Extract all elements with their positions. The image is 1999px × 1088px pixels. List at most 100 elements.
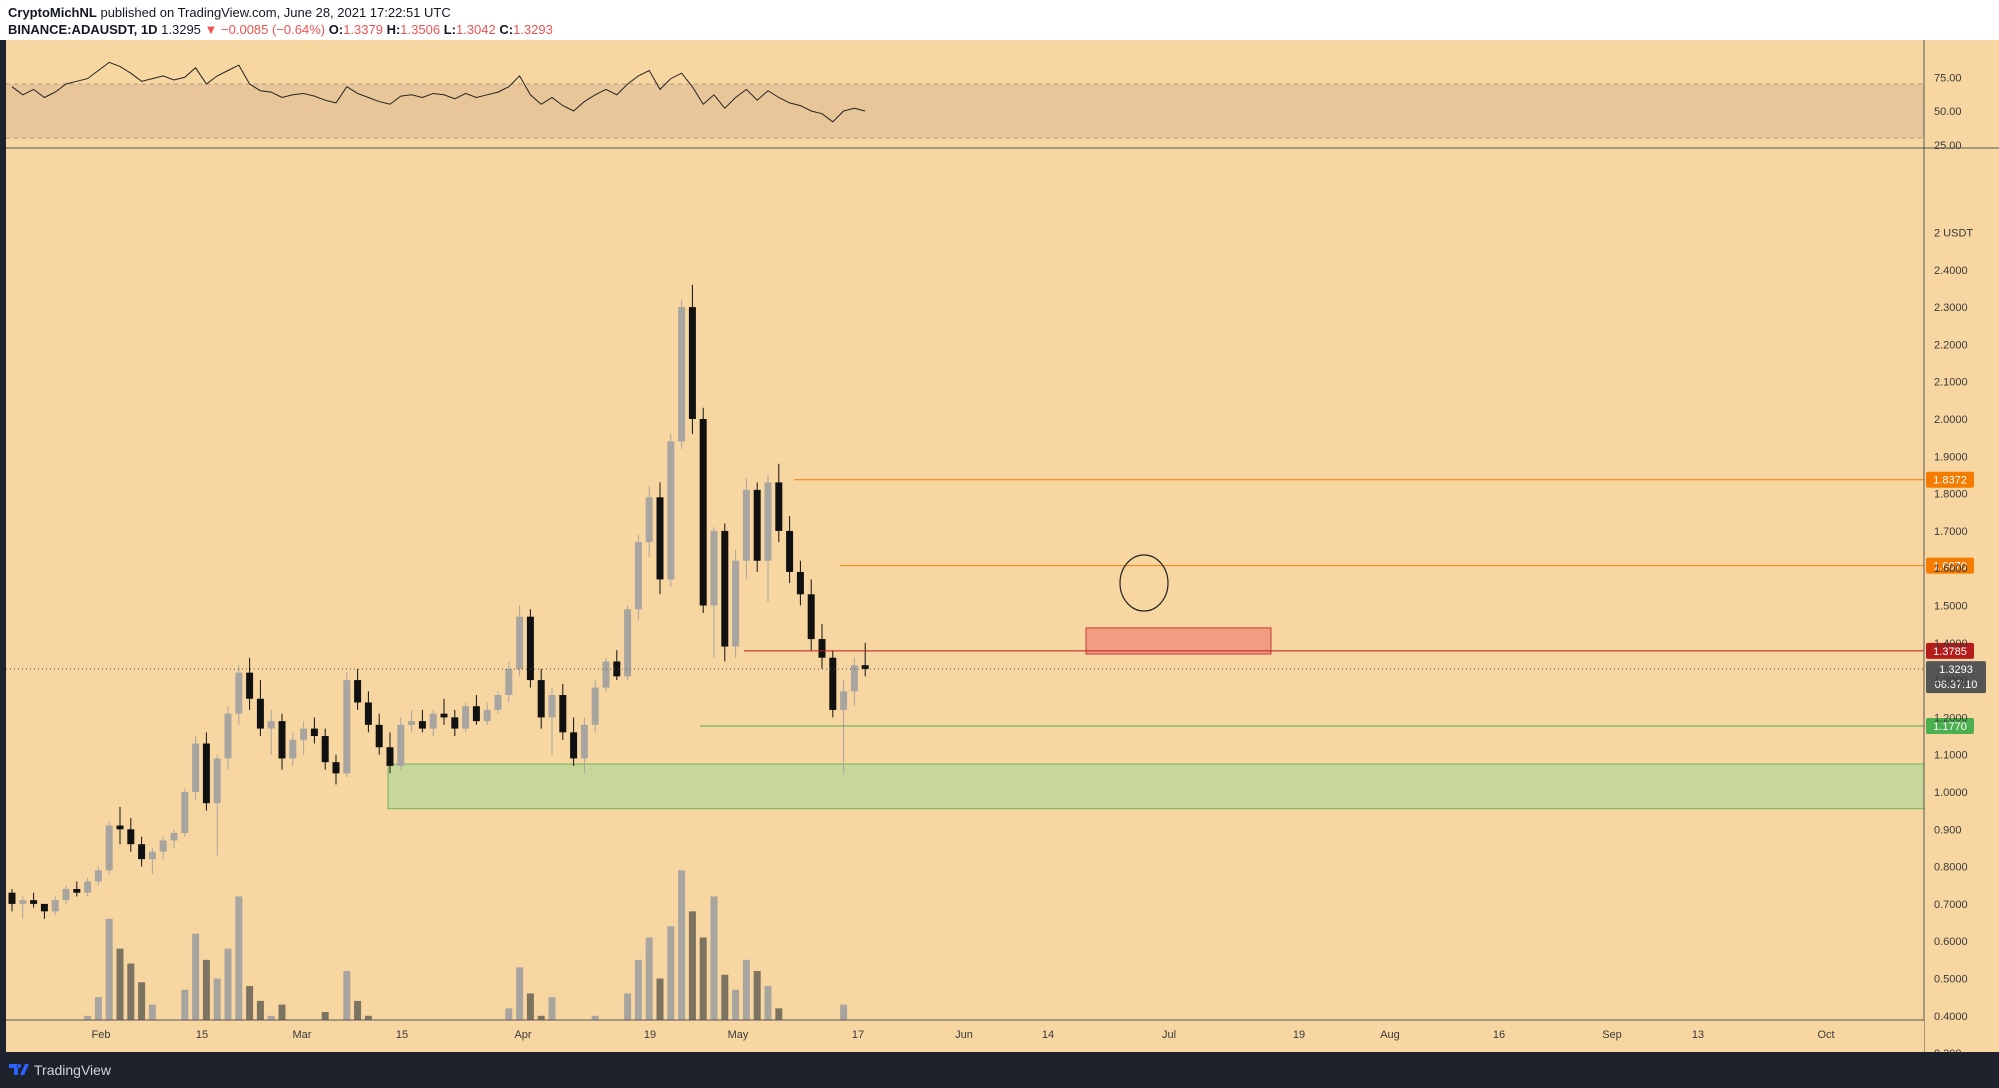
volume-bar xyxy=(710,896,718,1020)
current-price-label: 1.3293 xyxy=(1939,664,1973,676)
brand-name[interactable]: TradingView xyxy=(34,1062,112,1078)
candle-body xyxy=(84,881,92,893)
author-name[interactable]: CryptoMichNL xyxy=(8,5,97,20)
candle-body xyxy=(224,713,232,759)
volume-bar xyxy=(84,1015,92,1020)
down-arrow-icon: ▼ xyxy=(204,22,218,37)
candle-body xyxy=(127,829,135,845)
volume-bar xyxy=(537,1015,545,1020)
current-price-box xyxy=(1926,661,1986,694)
volume-bar xyxy=(678,870,686,1020)
candle-body xyxy=(440,713,448,718)
candle-body xyxy=(796,571,804,595)
candle-body xyxy=(667,441,675,580)
candle-body xyxy=(267,721,275,729)
candle-body xyxy=(678,307,686,442)
candle-body xyxy=(624,609,632,677)
candle-body xyxy=(51,900,59,912)
candle-body xyxy=(40,903,48,912)
zones-layer xyxy=(387,627,1925,810)
candle-body xyxy=(148,851,156,860)
candle-body xyxy=(170,833,178,841)
price-tick-label: 1.8000 xyxy=(1934,489,1968,501)
candle-body xyxy=(548,695,556,718)
volume-bar xyxy=(364,1015,372,1020)
candle-body xyxy=(505,668,513,696)
volume-bar xyxy=(94,997,102,1020)
level-label: 1.3785 xyxy=(1933,646,1967,658)
volume-bar xyxy=(246,985,254,1020)
level-label-box xyxy=(1926,471,1974,488)
time-tick-label: Jun xyxy=(955,1029,973,1041)
candle-body xyxy=(8,892,16,904)
candle-body xyxy=(634,542,642,610)
volume-bar xyxy=(667,926,675,1020)
price-tick-label: 1.2000 xyxy=(1934,712,1968,724)
rsi-axis: 75.00 50.00 25.00 xyxy=(1934,72,1962,152)
time-tick-label: 19 xyxy=(1293,1029,1305,1041)
symbol-label[interactable]: BINANCE:ADAUSDT, 1D xyxy=(8,22,158,37)
level-label-box xyxy=(1926,717,1974,734)
candle-body xyxy=(192,743,200,792)
candle-body xyxy=(472,706,480,722)
level-label: 1.6070 xyxy=(1933,561,1967,573)
volume-bar xyxy=(256,1000,264,1020)
price-tick-label: 2 USDT xyxy=(1934,228,1973,240)
candle-body xyxy=(559,695,567,733)
candle-body xyxy=(202,743,210,804)
price-change: −0.0085 (−0.64%) xyxy=(221,22,326,37)
high-label: H: xyxy=(386,22,401,37)
candle-body xyxy=(656,497,664,580)
candle-body xyxy=(364,702,372,725)
time-tick-label: 16 xyxy=(1493,1029,1505,1041)
volume-bar xyxy=(688,911,696,1020)
chart-canvas[interactable]: 75.00 50.00 25.00 1.8372 1.6070 1.3785 1.1770… xyxy=(0,40,1999,1052)
price-tick-label: 1.3000 xyxy=(1934,675,1968,687)
tradingview-logo-icon[interactable] xyxy=(8,1061,30,1080)
candle-body xyxy=(310,728,318,737)
volume-bar xyxy=(105,918,113,1020)
candle-body xyxy=(786,530,794,572)
volume-bar xyxy=(138,982,146,1020)
time-tick-label: Sep xyxy=(1602,1029,1622,1041)
rsi-pane xyxy=(6,61,1924,139)
candle-body xyxy=(494,695,502,710)
volume-bar xyxy=(181,989,189,1020)
price-tick-label: 1.6000 xyxy=(1934,563,1968,575)
volume-bar xyxy=(591,1015,599,1020)
annotations-layer xyxy=(1119,554,1169,612)
last-price: 1.3295 xyxy=(161,22,201,37)
price-tick-label: 0.7000 xyxy=(1934,899,1968,911)
volume-bar xyxy=(645,937,653,1020)
candle-body xyxy=(375,724,383,748)
candle-body xyxy=(861,665,869,669)
volume-bar xyxy=(721,974,729,1020)
rsi-tick-label: 25.00 xyxy=(1934,140,1962,152)
level-label-box xyxy=(1926,642,1974,659)
low-label: L: xyxy=(443,22,456,37)
volume-bar xyxy=(148,1004,156,1020)
time-tick-label: 14 xyxy=(1042,1029,1054,1041)
candle-body xyxy=(235,672,243,714)
price-tick-label: 0.6000 xyxy=(1934,936,1968,948)
volume-bar xyxy=(516,967,524,1020)
price-tick-label: 0.300 xyxy=(1934,1048,1962,1052)
price-tick-label: 1.5000 xyxy=(1934,601,1968,613)
footer-bar: TradingView xyxy=(0,1052,1999,1088)
candle-body xyxy=(181,792,189,834)
candle-body xyxy=(850,665,858,692)
candle-body xyxy=(483,709,491,722)
volume-bar xyxy=(624,993,632,1020)
candle-body xyxy=(138,844,146,860)
candle-body xyxy=(73,888,81,893)
volume-bar xyxy=(343,971,351,1020)
candle-body xyxy=(580,724,588,759)
volume-bar xyxy=(224,948,232,1020)
candle-body xyxy=(246,672,254,699)
candle-body xyxy=(732,560,740,647)
candle-body xyxy=(386,747,394,766)
volume-layer xyxy=(40,870,869,1051)
volume-bar xyxy=(548,997,556,1020)
candle-body xyxy=(451,717,459,729)
volume-bar xyxy=(634,959,642,1020)
